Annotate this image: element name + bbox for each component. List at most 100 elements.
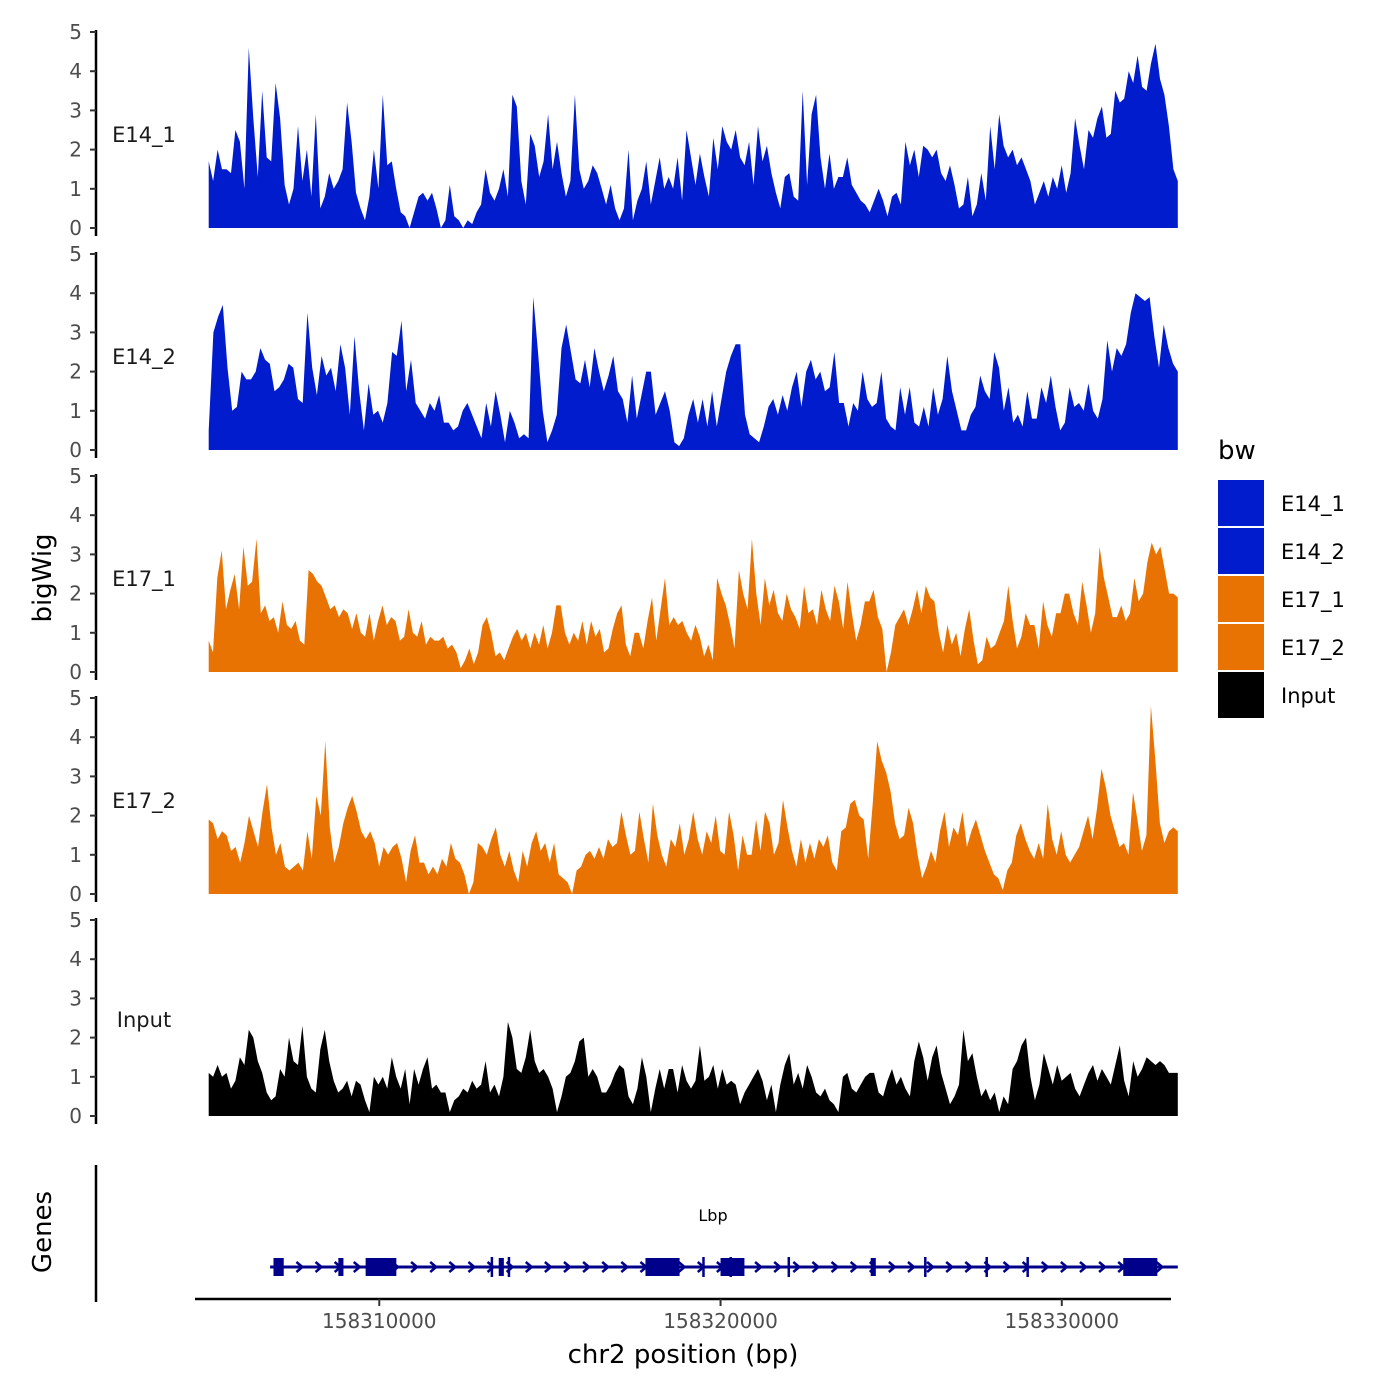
y-tick-label: 2 (69, 582, 82, 606)
track-e17-1: 0 1 2 3 4 5 E17_1 (69, 464, 1178, 684)
legend-items: E14_1 E14_2 E17_1 E17_2 Input (1218, 480, 1345, 718)
legend-label: E17_2 (1281, 636, 1345, 661)
signal-area (208, 43, 1178, 228)
strand-arrow (1060, 1261, 1069, 1273)
exon (498, 1258, 504, 1276)
strand-arrow (1040, 1261, 1050, 1273)
x-ticks: 158310000 158320000 158330000 (322, 1299, 1119, 1333)
y-tick-label: 1 (69, 843, 82, 867)
track-label: E17_2 (112, 789, 176, 814)
y-tick-label: 1 (69, 621, 82, 645)
y-tick-label: 3 (69, 764, 82, 788)
y-tick-label: 0 (69, 216, 82, 240)
exon (1123, 1258, 1158, 1276)
strand-arrow (1098, 1261, 1108, 1273)
y-tick-label: 2 (69, 360, 82, 384)
x-axis-title: chr2 position (bp) (568, 1340, 799, 1370)
strand-arrow (467, 1261, 477, 1273)
legend-title: bw (1218, 436, 1256, 466)
strand-arrow (907, 1261, 916, 1273)
y-tick-label: 3 (69, 320, 82, 344)
y-tick-label: 0 (69, 1104, 82, 1128)
strand-arrow (352, 1261, 362, 1273)
track-e17-2: 0 1 2 3 4 5 E17_2 (69, 686, 1178, 906)
x-tick-label: 158330000 (1005, 1309, 1120, 1333)
strand-arrow (926, 1261, 936, 1273)
strand-arrow (773, 1261, 783, 1273)
legend-swatch (1218, 672, 1264, 718)
y-tick-label: 0 (69, 660, 82, 684)
y-tick-label: 5 (69, 908, 82, 932)
x-tick-label: 158310000 (322, 1309, 437, 1333)
legend-label: E17_1 (1281, 588, 1345, 613)
y-tick-label: 0 (69, 438, 82, 462)
gene-model (270, 1257, 1178, 1277)
gene-name-label: Lbp (698, 1206, 727, 1225)
legend-swatch (1218, 624, 1264, 670)
strand-arrow (448, 1261, 458, 1273)
strand-arrow (830, 1261, 840, 1273)
y-tick-label: 1 (69, 399, 82, 423)
strand-arrow (620, 1261, 630, 1273)
signal-area (208, 705, 1178, 894)
y-tick-label: 2 (69, 1026, 82, 1050)
signal-area (208, 1021, 1178, 1116)
y-tick-label: 4 (69, 503, 82, 527)
x-axis: 158310000 158320000 158330000 chr2 positio… (195, 1297, 1171, 1370)
legend-label: Input (1281, 684, 1335, 708)
y-tick-label: 5 (69, 464, 82, 488)
y-tick-label: 5 (69, 242, 82, 266)
strand-arrow (544, 1261, 553, 1273)
legend-label: E14_1 (1281, 492, 1345, 517)
exon (645, 1258, 680, 1276)
y-tick-label: 1 (69, 1065, 82, 1089)
y-tick-label: 4 (69, 281, 82, 305)
strand-arrow (410, 1261, 420, 1273)
strand-arrow (563, 1261, 572, 1273)
strand-arrow (964, 1261, 974, 1273)
strand-arrow (1002, 1261, 1012, 1273)
track-label: Input (117, 1008, 171, 1032)
y-tick-label: 4 (69, 947, 82, 971)
bigwig-tracks: 0 1 2 3 4 5 E14_1 0 1 2 3 4 5 E14_2 0 1 2 3 4 5 E17_1 0 1 2 3 4 5 E… (69, 20, 1178, 1128)
y-tick-label: 5 (69, 686, 82, 710)
strand-arrow (486, 1261, 496, 1273)
strand-arrow (582, 1261, 592, 1273)
strand-arrow (754, 1261, 764, 1273)
legend-swatch (1218, 480, 1264, 526)
y-tick-label: 4 (69, 725, 82, 749)
exon (870, 1258, 876, 1276)
exon (338, 1258, 344, 1276)
strand-arrow (811, 1261, 821, 1273)
strand-arrow (888, 1261, 897, 1273)
y-tick-label: 4 (69, 59, 82, 83)
exon (720, 1258, 745, 1276)
y-axis-title: bigWig (28, 533, 58, 622)
strand-arrow (314, 1261, 324, 1273)
signal-area (208, 293, 1178, 450)
track-label: E17_1 (112, 567, 176, 592)
strand-arrow (945, 1261, 955, 1273)
strand-arrow (792, 1261, 802, 1273)
legend-swatch (1218, 528, 1264, 574)
y-tick-label: 2 (69, 804, 82, 828)
y-tick-label: 5 (69, 20, 82, 44)
track-input: 0 1 2 3 4 5 Input (69, 908, 1178, 1128)
y-tick-label: 2 (69, 138, 82, 162)
legend: bw E14_1 E14_2 E17_1 E17_2 Input (1218, 436, 1345, 718)
strand-arrow (524, 1261, 534, 1273)
legend-label: E14_2 (1281, 540, 1345, 565)
y-tick-label: 3 (69, 98, 82, 122)
strand-arrow (1079, 1261, 1088, 1273)
x-tick-label: 158320000 (663, 1309, 778, 1333)
strand-arrow (429, 1261, 439, 1273)
signal-area (208, 538, 1178, 672)
y-tick-label: 3 (69, 986, 82, 1010)
strand-arrow (295, 1261, 305, 1273)
legend-swatch (1218, 576, 1264, 622)
exon (273, 1258, 284, 1276)
track-label: E14_1 (112, 123, 176, 148)
track-e14-2: 0 1 2 3 4 5 E14_2 (69, 242, 1178, 462)
strand-arrow (849, 1261, 859, 1273)
